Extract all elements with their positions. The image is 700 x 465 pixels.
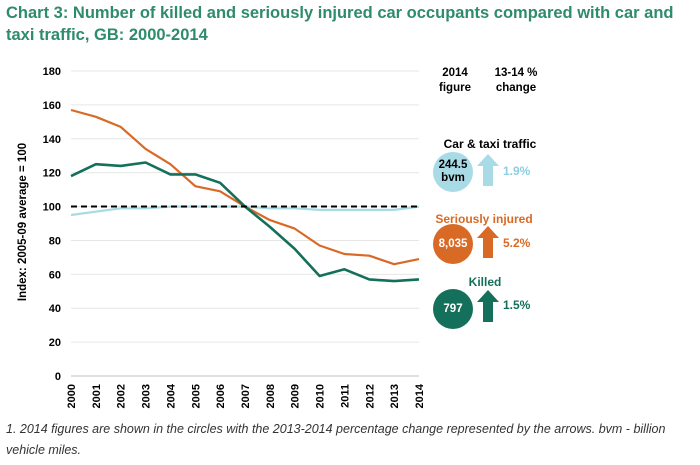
y-axis-ticks: 0 20 40 60 80 100 120 140 160 180 (43, 66, 61, 383)
x-axis-ticks: 2000 2001 2002 2003 2004 2005 2006 2007 2008 2009… (66, 383, 426, 408)
y-tick-label: 140 (43, 134, 61, 146)
series-line-seriously-injured (70, 108, 420, 266)
injured-label: Seriously injured (435, 212, 533, 226)
traffic-label: Car & taxi traffic (443, 137, 537, 151)
y-tick-label: 160 (43, 100, 61, 112)
traffic-figure-value: 244.5 bvm (438, 159, 468, 184)
x-tick-label: 2004 (165, 383, 177, 408)
x-tick-label: 2000 (66, 384, 78, 408)
y-tick-label: 60 (49, 269, 61, 281)
x-tick-label: 2009 (290, 384, 302, 408)
y-tick-label: 40 (49, 303, 61, 315)
y-tick-label: 120 (43, 168, 61, 180)
header-2014-figure: 2014 figure (439, 67, 471, 94)
y-tick-label: 100 (43, 202, 61, 214)
x-tick-label: 2011 (339, 384, 351, 408)
x-tick-label: 2006 (215, 384, 227, 408)
x-tick-label: 2012 (364, 384, 376, 408)
arrow-up-icon (477, 226, 499, 258)
x-tick-label: 2013 (389, 384, 401, 408)
x-tick-label: 2002 (116, 384, 128, 408)
x-tick-label: 2014 (414, 383, 426, 408)
traffic-change-value: 1.9% (503, 164, 531, 178)
footnote: 1. 2014 figures are shown in the circles… (6, 422, 666, 457)
x-tick-label: 2001 (91, 384, 103, 408)
killed-figure-value: 797 (443, 302, 463, 315)
y-axis-label: Index: 2005-09 average = 100 (17, 143, 29, 301)
y-tick-label: 180 (43, 66, 61, 78)
killed-label: Killed (468, 275, 502, 289)
x-tick-label: 2003 (141, 384, 153, 408)
arrow-up-icon (477, 290, 499, 322)
y-tick-label: 0 (55, 371, 61, 383)
traffic-figure-circle: 244.5 bvm (433, 152, 473, 192)
series-line-killed (70, 161, 420, 283)
series-lines (70, 108, 420, 283)
y-tick-label: 20 (49, 337, 61, 349)
killed-change-value: 1.5% (503, 298, 531, 312)
x-tick-label: 2005 (190, 384, 202, 408)
arrow-up-icon (477, 154, 499, 186)
header-percent-change: 13-14 % change (494, 67, 538, 94)
y-tick-label: 80 (49, 235, 61, 247)
x-tick-label: 2010 (315, 384, 327, 408)
injured-figure-circle: 8,035 (433, 224, 473, 264)
x-tick-label: 2008 (265, 384, 277, 408)
gridlines (71, 70, 419, 343)
x-tick-label: 2007 (240, 384, 252, 408)
injured-change-value: 5.2% (503, 236, 531, 250)
killed-figure-circle: 797 (433, 289, 473, 329)
injured-figure-value: 8,035 (438, 237, 468, 250)
chart-title: Chart 3: Number of killed and seriously … (6, 4, 674, 44)
